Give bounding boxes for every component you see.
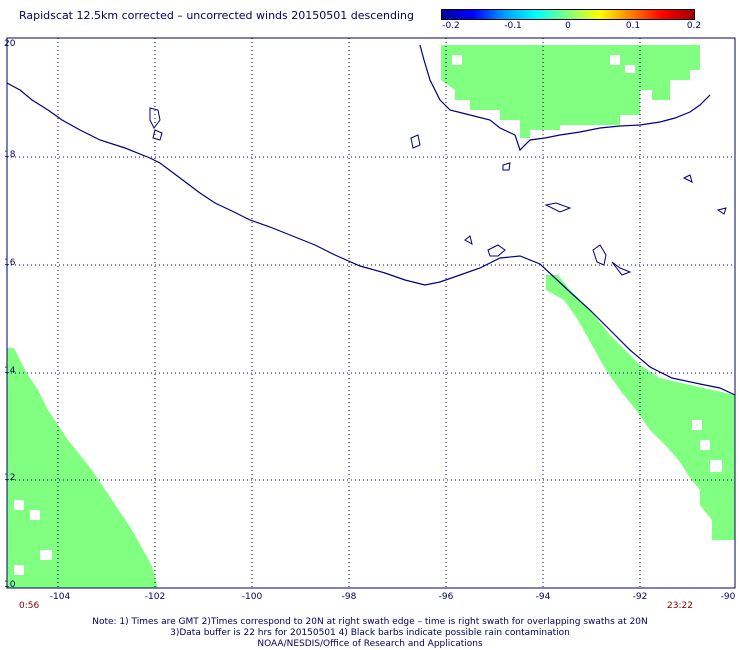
longitude-label: -100 [241,592,263,602]
swath-gap-layer [14,55,722,575]
coastline-gulf [419,44,711,152]
latitude-label: 16 [4,258,16,268]
end-time-label: 23:22 [667,601,693,611]
start-time-label: 0:56 [19,601,40,611]
latitude-label: 10 [4,580,16,590]
map-frame [6,37,736,589]
latitude-label: 12 [4,473,16,483]
color-scale-tick: 0 [565,21,571,31]
graticule [7,38,735,588]
latitude-label: 14 [4,366,16,376]
wind-swath-layer [7,45,735,588]
latitude-label: 18 [4,150,16,160]
lake-island-layer [149,107,727,276]
swath-area-north [441,45,700,138]
longitude-label: -92 [632,592,648,602]
map-title: Rapidscat 12.5km corrected – uncorrected… [19,9,415,22]
longitude-label: -94 [535,592,551,602]
swath-area-southwest [7,348,158,588]
color-scale-tick: -0.2 [442,21,460,31]
longitude-label: -98 [341,592,357,602]
footnote-line-3: NOAA/NESDIS/Office of Research and Appli… [257,639,483,649]
swath-area-east [546,275,735,540]
coastline-pacific [6,82,736,396]
longitude-label: -90 [720,592,736,602]
footnote-line-1: Note: 1) Times are GMT 2)Times correspon… [92,617,648,627]
longitude-label: -102 [144,592,166,602]
footnote-line-2: 3)Data buffer is 22 hrs for 20150501 4) … [170,628,570,638]
color-scale-tick: 0.2 [686,21,702,31]
color-scale-tick: 0.1 [625,21,641,31]
latitude-label: 20 [4,39,16,49]
coastline-layer [6,44,736,396]
longitude-label: -104 [49,592,71,602]
color-scale-tick: -0.1 [504,21,522,31]
color-scale-bar [441,9,695,20]
longitude-label: -96 [438,592,454,602]
